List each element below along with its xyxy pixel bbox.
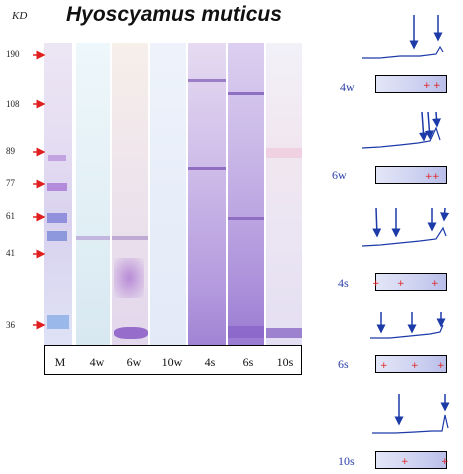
lane-label-10w: 10w: [161, 355, 183, 369]
kd-unit-label: KD: [12, 10, 28, 22]
svg-text:+: +: [423, 81, 431, 91]
svg-text:+: +: [425, 172, 433, 182]
mw-label-61: 61: [6, 211, 15, 221]
densitometry-strip-4w: [375, 75, 447, 93]
lane-label-10s: 10s: [276, 355, 294, 369]
svg-text:+: +: [380, 361, 388, 371]
densitometry-strip-10s: [375, 451, 447, 469]
svg-text:+: +: [433, 81, 441, 91]
strip-marks: + + + + + + + + + + + +: [372, 81, 449, 467]
densitometry-strip-6s: [375, 355, 447, 373]
svg-text:+: +: [401, 457, 409, 467]
svg-text:+: +: [441, 457, 449, 467]
svg-text:+: +: [397, 279, 405, 289]
svg-text:+: +: [437, 361, 445, 371]
densitometry-label-6s: 6s: [338, 357, 349, 371]
gel-lane-6s: [228, 43, 264, 345]
trace-4s: [361, 226, 447, 247]
gel-lane-6w: [112, 43, 148, 345]
densitometry-label-6w: 6w: [332, 168, 347, 182]
densitometry-label-4s: 4s: [338, 276, 349, 290]
peak-arrows: [372, 15, 450, 426]
peak-arrow: [431, 111, 441, 128]
densitometry-strip-6w: [375, 166, 447, 184]
densitometry-strip-4s: [375, 273, 447, 291]
trace-6w: [361, 126, 441, 149]
lane-label-4w: 4w: [89, 355, 105, 369]
gel-lane-marker: [44, 43, 72, 345]
gel-lane-4w: [76, 43, 110, 345]
trace-6s: [370, 324, 444, 339]
marker-arrows: [33, 50, 46, 330]
peak-arrow: [424, 111, 434, 140]
mw-label-36: 36: [6, 320, 15, 330]
trace-10s: [372, 414, 449, 434]
mw-label-108: 108: [6, 99, 20, 109]
peak-arrow: [418, 111, 428, 142]
peak-arrow: [372, 207, 382, 238]
densitometry-label-10s: 10s: [338, 454, 355, 468]
gel-lane-10s: [266, 43, 302, 345]
gel-lane-4s: [188, 43, 226, 345]
lane-label-6w: 6w: [126, 355, 142, 369]
lane-label-box: [44, 345, 302, 375]
densitometry-label-4w: 4w: [340, 80, 355, 94]
lane-label-6s: 6s: [242, 355, 254, 369]
mw-label-190: 190: [6, 49, 20, 59]
lane-label-4s: 4s: [204, 355, 216, 369]
figure-title: Hyoscyamus muticus: [66, 3, 282, 26]
svg-text:+: +: [411, 361, 419, 371]
svg-text:+: +: [432, 172, 440, 182]
densitometry-traces: [361, 45, 449, 434]
mw-label-77: 77: [6, 178, 15, 188]
svg-text:+: +: [372, 279, 380, 289]
trace-4w: [362, 45, 444, 59]
mw-label-41: 41: [6, 248, 15, 258]
lane-label-m: M: [54, 355, 66, 369]
mw-label-89: 89: [6, 146, 15, 156]
peak-arrow: [440, 207, 450, 222]
svg-text:+: +: [431, 279, 439, 289]
gel-lane-10w: [150, 43, 186, 345]
